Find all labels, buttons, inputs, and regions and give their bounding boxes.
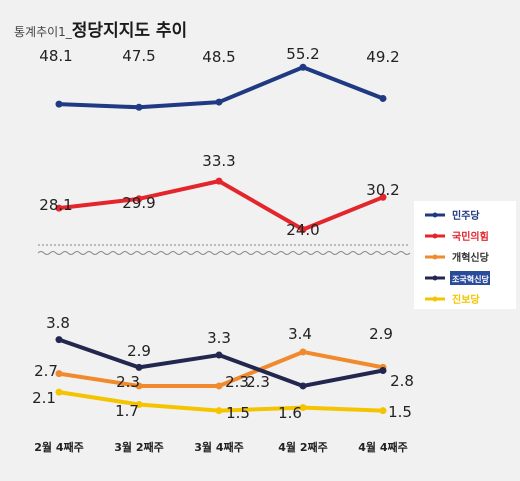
- data-point: [135, 195, 143, 203]
- value-label: 1.6: [278, 404, 302, 422]
- value-label: 2.3: [116, 373, 140, 391]
- value-label: 2.1: [32, 389, 56, 407]
- value-label: 2.9: [127, 342, 151, 360]
- data-point: [299, 348, 307, 356]
- value-label: 48.1: [39, 47, 72, 65]
- x-tick-label: 3월 2째주: [114, 440, 164, 454]
- data-point: [215, 177, 223, 185]
- value-label: 29.9: [122, 194, 155, 212]
- data-point: [299, 225, 307, 233]
- data-point: [55, 388, 63, 396]
- value-label: 33.3: [202, 152, 235, 170]
- value-label: 48.5: [202, 48, 235, 66]
- value-label: 2.3: [225, 373, 249, 391]
- legend-label: 진보당: [452, 293, 480, 306]
- value-label: 24.0: [286, 221, 319, 239]
- value-label: 2.7: [34, 362, 58, 380]
- value-label: 2.8: [390, 372, 414, 390]
- data-point: [379, 367, 387, 374]
- data-point: [55, 336, 63, 344]
- legend-item: 개혁신당: [425, 251, 490, 264]
- data-point: [215, 351, 223, 359]
- legend-box: [414, 201, 516, 309]
- legend-label: 민주당: [452, 209, 480, 222]
- x-axis-ticks: 2월 4째주 3월 2째주 3월 4째주 4월 2째주 4월 4째주: [34, 440, 408, 454]
- data-point: [215, 98, 223, 106]
- chart-title: 통계추이1_정당지지도 추이: [14, 16, 187, 41]
- data-point: [135, 363, 143, 371]
- value-label: 2.9: [369, 325, 393, 343]
- value-label: 1.5: [388, 403, 412, 421]
- value-label: 49.2: [366, 48, 399, 66]
- legend-item: 국민의힘: [425, 230, 489, 243]
- legend-item: 조국혁신당: [425, 271, 490, 285]
- data-point: [379, 193, 387, 201]
- value-label: 3.3: [207, 329, 231, 347]
- value-label: 28.1: [39, 196, 72, 214]
- axis-break-wavy-line: [37, 251, 411, 255]
- x-tick-label: 3월 4째주: [194, 440, 244, 454]
- series-lines: [57, 65, 385, 413]
- data-point: [215, 407, 223, 415]
- series-points: [55, 63, 387, 415]
- x-tick-label: 4월 4째주: [358, 440, 408, 454]
- data-point: [135, 103, 143, 111]
- data-point: [215, 382, 223, 390]
- data-point: [379, 94, 387, 102]
- legend-item: 민주당: [425, 209, 480, 222]
- data-point: [299, 63, 307, 71]
- value-label: 1.7: [115, 402, 139, 420]
- value-label: 3.4: [288, 325, 312, 343]
- value-label: 2.3: [246, 373, 270, 391]
- chart-title-prefix: 통계추이1_: [14, 25, 72, 39]
- axis-break: [37, 244, 411, 255]
- data-point: [299, 382, 307, 390]
- data-point: [135, 382, 143, 390]
- value-label: 1.5: [226, 404, 250, 422]
- series-line-1: [57, 179, 385, 232]
- chart-title-main: 정당지지도 추이: [71, 21, 188, 41]
- data-point: [299, 404, 307, 412]
- legend-label: 조국혁신당: [452, 274, 489, 284]
- value-label: 3.8: [46, 314, 70, 332]
- legend-label: 개혁신당: [452, 251, 490, 264]
- data-point: [55, 100, 63, 108]
- value-labels: 48.1 47.5 48.5 55.2 49.2 28.1 29.9 33.3 24.0 30.2…: [32, 45, 414, 422]
- value-label: 55.2: [286, 45, 319, 63]
- data-point: [135, 400, 143, 408]
- data-point: [55, 204, 63, 212]
- legend-label: 국민의힘: [452, 230, 489, 243]
- value-label: 47.5: [122, 47, 155, 65]
- value-label: 30.2: [366, 181, 399, 199]
- x-tick-label: 4월 2째주: [278, 440, 328, 454]
- data-point: [55, 370, 63, 378]
- legend-item: 진보당: [425, 293, 480, 306]
- x-tick-label: 2월 4째주: [34, 440, 84, 454]
- data-point: [379, 407, 387, 415]
